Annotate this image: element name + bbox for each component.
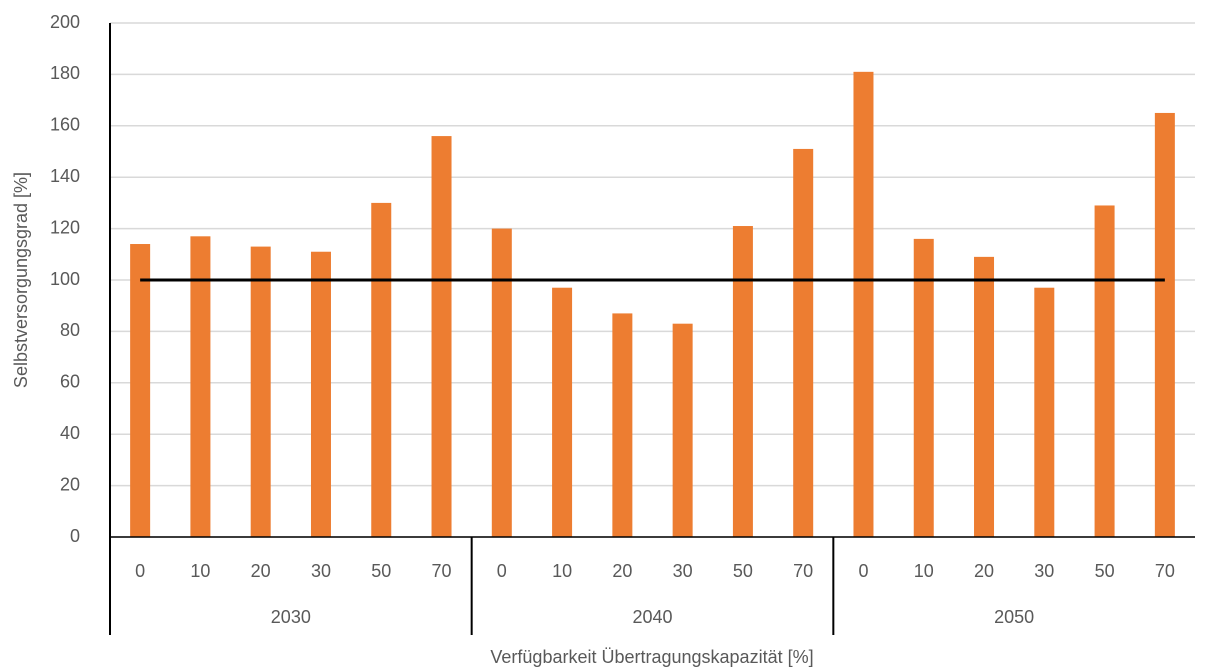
bar <box>732 226 753 537</box>
bar <box>310 251 331 538</box>
x-tick-label: 10 <box>914 561 934 581</box>
bar <box>190 236 211 537</box>
x-tick-label: 0 <box>135 561 145 581</box>
y-tick-label: 80 <box>60 320 80 340</box>
bar <box>1154 112 1175 537</box>
x-tick-label: 30 <box>1034 561 1054 581</box>
x-tick-label: 50 <box>733 561 753 581</box>
bar <box>491 228 512 537</box>
bar <box>672 323 693 537</box>
y-tick-label: 60 <box>60 372 80 392</box>
x-tick-label: 70 <box>1155 561 1175 581</box>
group-label: 2040 <box>632 607 672 627</box>
y-tick-label: 40 <box>60 423 80 443</box>
y-tick-label: 160 <box>50 115 80 135</box>
bar <box>431 136 452 537</box>
y-tick-label: 180 <box>50 63 80 83</box>
bar <box>793 148 814 537</box>
x-tick-label: 50 <box>1095 561 1115 581</box>
bar <box>371 202 392 537</box>
bar <box>1034 287 1055 537</box>
y-tick-label: 0 <box>70 526 80 546</box>
bar <box>974 256 995 537</box>
x-tick-label: 0 <box>497 561 507 581</box>
bar <box>130 244 151 537</box>
x-tick-label: 30 <box>311 561 331 581</box>
x-tick-label: 70 <box>793 561 813 581</box>
x-tick-label: 10 <box>190 561 210 581</box>
bar <box>552 287 573 537</box>
bar <box>1094 205 1115 537</box>
y-axis-title: Selbstversorgungsgrad [%] <box>11 172 31 388</box>
x-tick-label: 30 <box>673 561 693 581</box>
x-tick-label: 0 <box>858 561 868 581</box>
bar <box>853 71 874 537</box>
x-tick-label: 70 <box>432 561 452 581</box>
bar <box>250 246 271 537</box>
x-tick-label: 20 <box>251 561 271 581</box>
group-label: 2050 <box>994 607 1034 627</box>
x-tick-label: 20 <box>974 561 994 581</box>
bar <box>612 313 633 537</box>
x-tick-label: 20 <box>612 561 632 581</box>
x-tick-label: 50 <box>371 561 391 581</box>
x-axis-title: Verfügbarkeit Übertragungskapazität [%] <box>490 647 813 667</box>
y-tick-label: 100 <box>50 269 80 289</box>
bar <box>913 238 934 537</box>
y-tick-label: 200 <box>50 12 80 32</box>
y-tick-label: 140 <box>50 166 80 186</box>
y-tick-label: 20 <box>60 474 80 494</box>
y-tick-label: 120 <box>50 217 80 237</box>
group-label: 2030 <box>271 607 311 627</box>
x-tick-label: 10 <box>552 561 572 581</box>
